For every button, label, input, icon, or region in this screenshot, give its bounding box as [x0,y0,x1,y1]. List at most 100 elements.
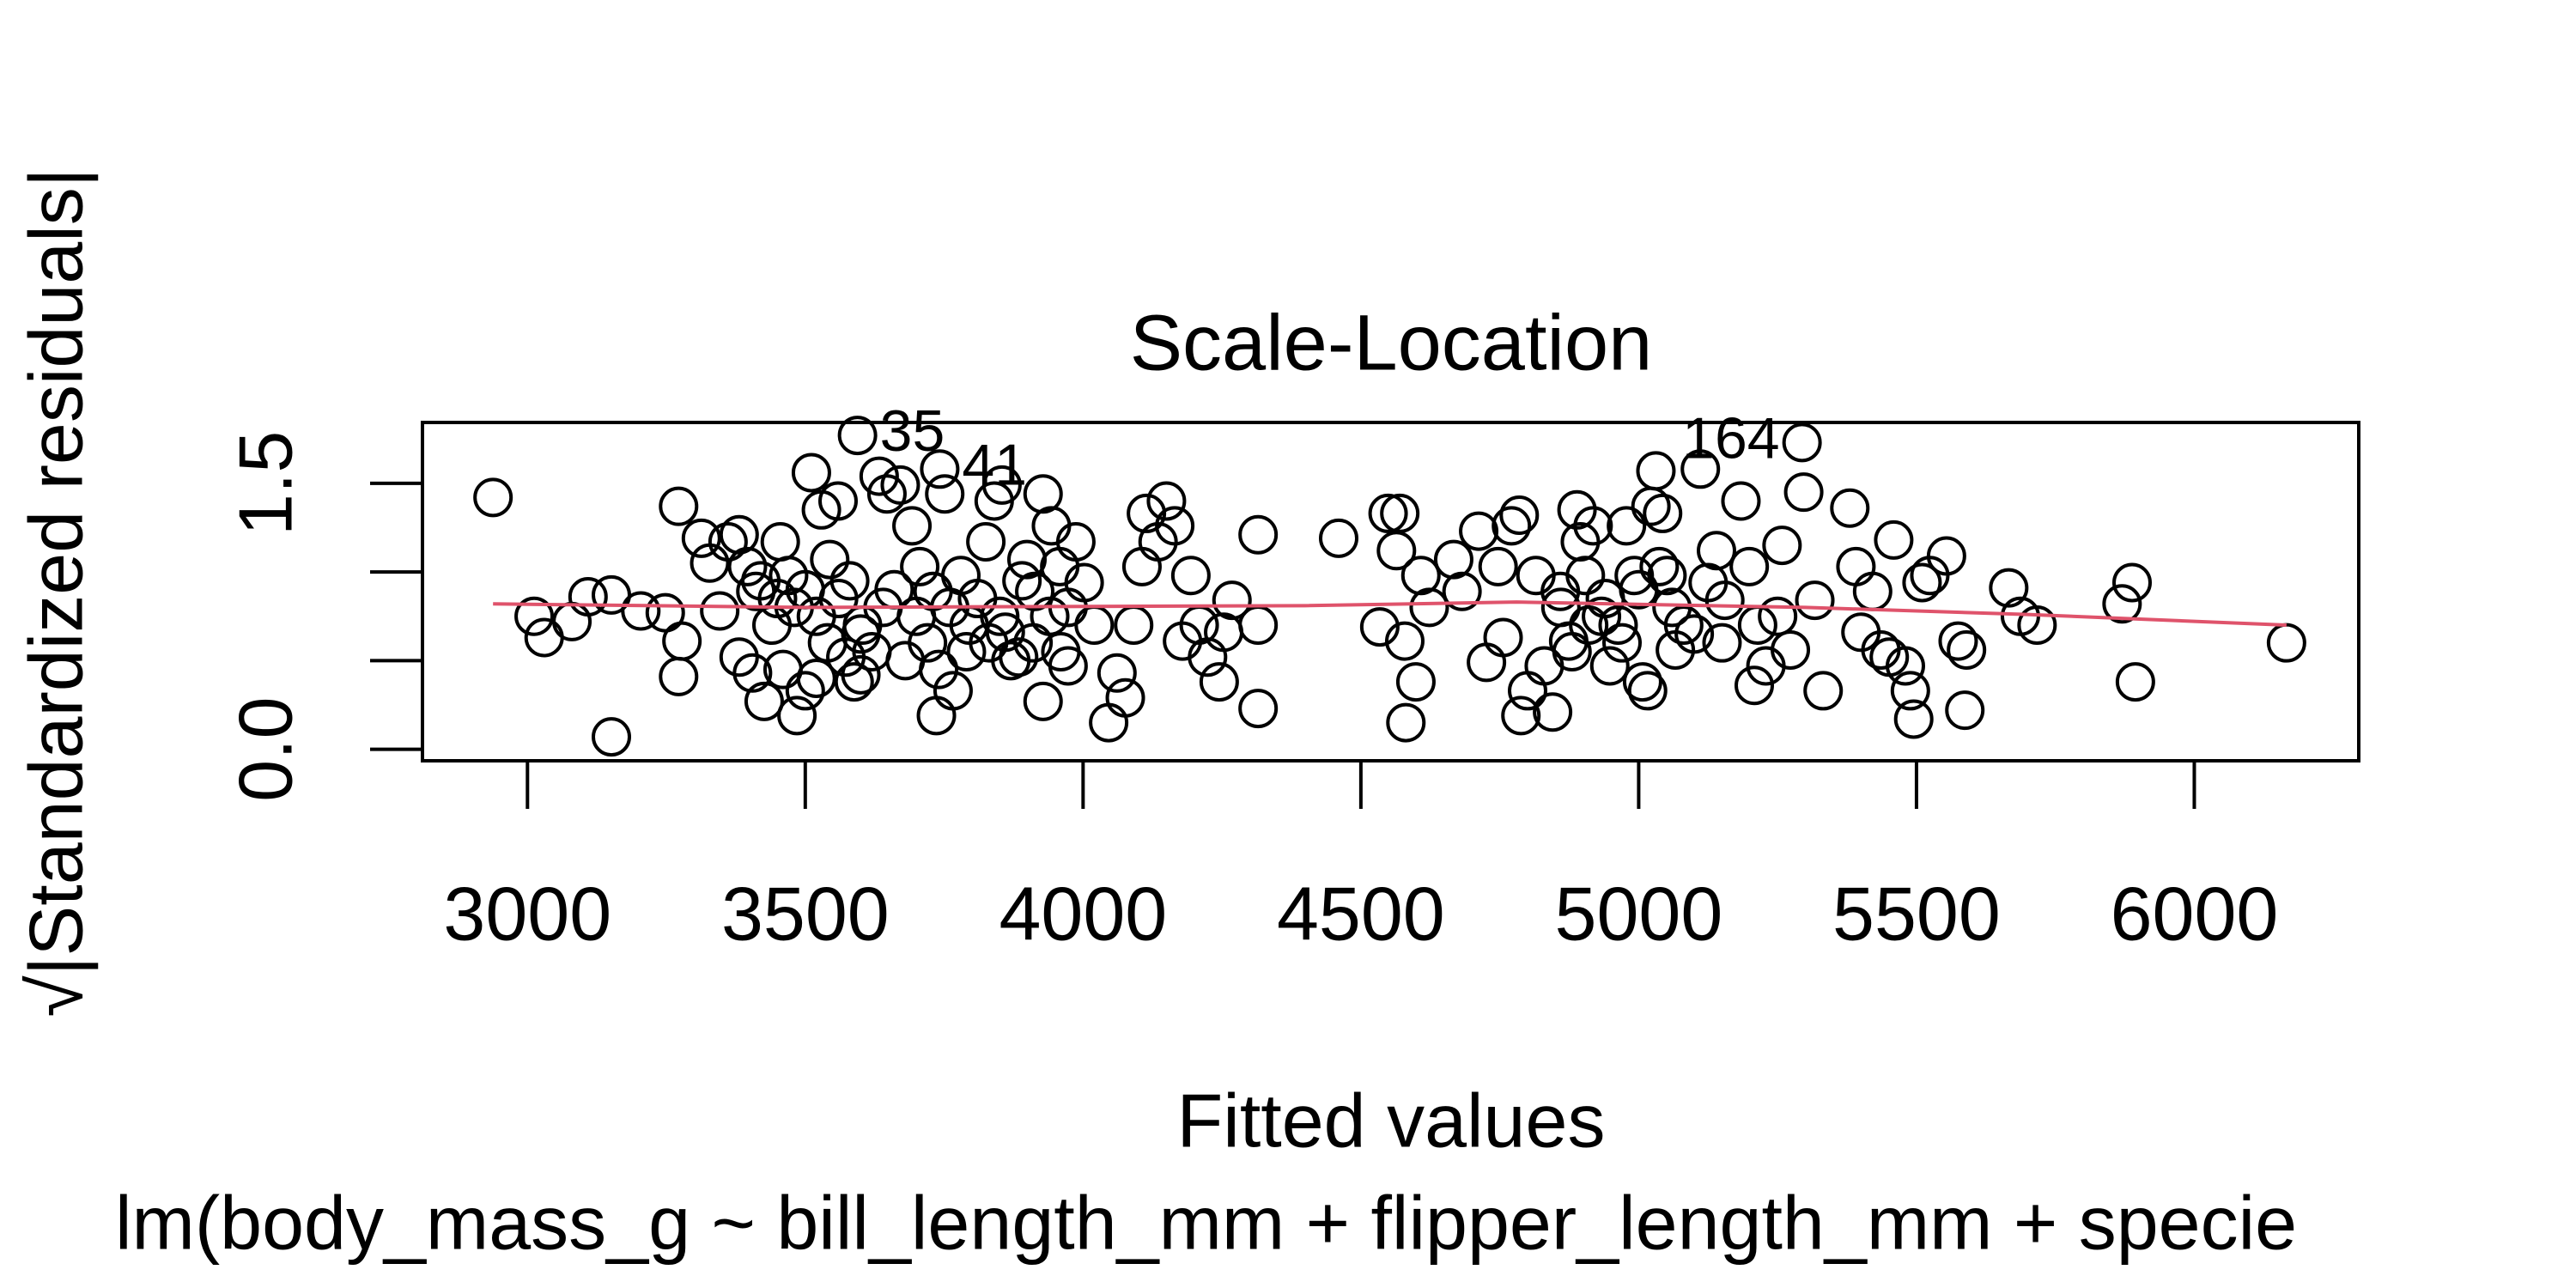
point [708,521,748,562]
point [1533,692,1573,732]
point [681,518,721,558]
point [791,453,831,493]
point [829,561,870,601]
point [1598,605,1638,646]
point [659,486,699,526]
point [592,717,631,757]
point [1602,623,1642,663]
x-tick-label: 4000 [999,871,1167,956]
x-tick-label: 4500 [1277,871,1445,956]
point [841,654,881,695]
point [1002,561,1042,601]
point [1170,556,1211,596]
point [892,506,933,546]
point [837,416,878,456]
x-axis-label: Fitted values [1177,1078,1606,1163]
point [859,456,899,496]
point [1212,580,1252,621]
point [1589,646,1630,686]
point [1771,629,1811,670]
point [1409,587,1449,628]
point [1385,621,1425,661]
point [2115,662,2155,702]
point [1721,481,1761,521]
smooth-line [493,600,2287,628]
point [1557,489,1597,530]
x-tick-label: 3500 [721,871,890,956]
point [1478,546,1518,586]
point [1041,632,1081,672]
point [1735,665,1774,706]
point [1674,614,1715,654]
point [744,681,784,721]
point [1758,596,1798,636]
point [900,546,940,586]
point [1886,646,1925,686]
point [866,474,907,514]
point [1622,662,1662,702]
point [2102,584,2142,624]
point [1989,568,2029,608]
plot-frame [421,421,2360,762]
point [1064,562,1104,603]
point [1926,536,1966,576]
point [1433,539,1473,580]
point [1359,607,1400,647]
point [1565,556,1606,596]
point [1483,617,1523,658]
point [818,481,858,521]
subtitle: lm(body_mass_g ~ bill_length_mm + flippe… [115,1180,2297,1265]
point [1319,518,1358,558]
y-tick-label: 0.0 [222,696,307,801]
point [1501,696,1541,736]
point [1368,493,1408,533]
point [1874,519,1914,560]
point [919,649,959,690]
point [1762,526,1802,566]
point [1146,481,1187,521]
point [1097,653,1137,693]
point [1643,493,1683,533]
point [1697,531,1736,571]
point [1023,474,1063,514]
point [880,465,920,505]
x-tick-label: 5500 [1832,871,2001,956]
point [1400,556,1441,596]
point [1030,596,1070,636]
point [621,591,661,631]
point [1127,493,1167,533]
chart-title: Scale-Location [1130,299,1653,386]
point [1729,546,1770,586]
point [1652,587,1692,628]
point [662,621,702,661]
point-label: 35 [880,398,945,464]
point [1055,521,1096,562]
point [1893,699,1934,739]
point [1704,580,1745,621]
point [1386,702,1426,743]
point [908,623,948,663]
point [1199,662,1239,702]
point [810,539,850,580]
point [1499,495,1540,535]
point [1938,621,1978,661]
point [1795,580,1835,621]
point [1627,671,1668,711]
point [1442,571,1482,611]
point [1890,671,1930,711]
point [785,671,825,711]
point [1607,506,1647,546]
point [1830,488,1870,528]
x-tick-label: 6000 [2111,871,2279,956]
point [700,591,740,631]
x-tick-label: 3000 [443,871,611,956]
point [1636,451,1676,491]
point [1947,629,1987,670]
point [1680,449,1721,489]
point [1945,690,1985,731]
point [1783,472,1824,513]
point [1023,681,1063,721]
